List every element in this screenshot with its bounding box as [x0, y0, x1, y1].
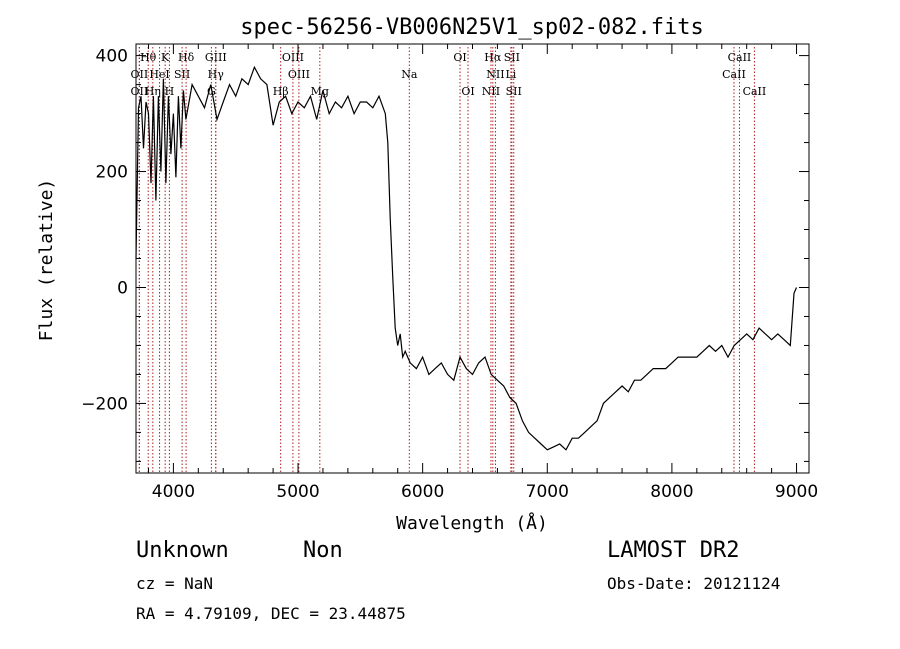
y-tick-label-3: 400 [96, 47, 128, 67]
x-tick-label-4: 8000 [650, 482, 693, 502]
coordinates-readout: RA = 4.79109, DEC = 23.44875 [136, 604, 406, 623]
line-label-18: OII [131, 85, 149, 98]
survey-label: LAMOST DR2 [607, 538, 740, 563]
line-label-25: NII [482, 85, 500, 98]
y-tick-label-1: 0 [117, 278, 128, 298]
spectrum-line [135, 65, 798, 451]
line-label-26: SII [506, 85, 522, 98]
line-label-11: SII [174, 68, 190, 81]
y-axis-label: Flux (relative) [36, 179, 57, 342]
line-label-24: OI [461, 85, 474, 98]
line-label-7: SII [504, 51, 520, 64]
x-axis-label: Wavelength (Å) [396, 512, 548, 534]
axis-ticks: 4000 5000 6000 7000 8000 9000 −200 0 200 400 [81, 44, 818, 502]
line-label-10: HeI [149, 68, 169, 81]
y-tick-label-2: 200 [96, 163, 128, 183]
line-label-27: CaII [743, 85, 767, 98]
class-label: Unknown [136, 538, 229, 563]
line-label-0: Hθ [140, 51, 157, 64]
line-label-6: Hα [484, 51, 502, 64]
line-label-22: Hβ [273, 85, 289, 98]
subclass-label: Non [303, 538, 343, 563]
line-label-21: G [207, 85, 216, 98]
line-label-13: OIII [288, 68, 310, 81]
redshift-readout: cz = NaN [136, 574, 214, 593]
line-label-9: OII [131, 68, 149, 81]
line-label-4: OIII [282, 51, 304, 64]
line-label-8: CaII [728, 51, 752, 64]
x-tick-label-1: 5000 [276, 482, 319, 502]
chart-title: spec-56256-VB006N25V1_sp02-082.fits [240, 15, 704, 40]
x-tick-label-5: 9000 [775, 482, 818, 502]
line-label-1: K [161, 51, 170, 64]
line-label-23: Mg [311, 85, 329, 98]
plot-frame [135, 43, 810, 474]
line-label-12: Hγ [208, 68, 225, 81]
line-label-16: Li [505, 68, 516, 81]
y-tick-label-0: −200 [81, 394, 128, 414]
line-label-2: Hδ [178, 51, 195, 64]
line-label-14: Na [401, 68, 418, 81]
x-tick-label-0: 4000 [152, 482, 195, 502]
x-tick-label-2: 6000 [401, 482, 444, 502]
line-label-5: OI [453, 51, 466, 64]
line-label-15: NII [486, 68, 504, 81]
line-label-20: H [165, 85, 175, 98]
observation-date: Obs-Date: 20121124 [607, 574, 781, 593]
line-label-19: Hη [145, 85, 161, 98]
line-label-17: CaII [722, 68, 746, 81]
x-tick-label-3: 7000 [526, 482, 569, 502]
